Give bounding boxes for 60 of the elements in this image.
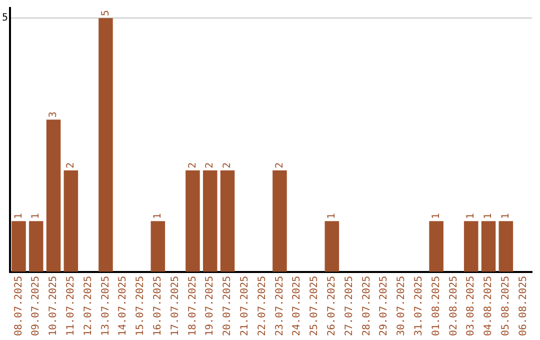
x-tick-label: 19.07.2025 [204, 276, 216, 336]
data-label: 1 [466, 213, 477, 220]
x-tick-label: 15.07.2025 [135, 276, 146, 336]
x-tick-label: 03.08.2025 [466, 276, 477, 336]
bar [28, 221, 44, 272]
x-tick-label: 31.07.2025 [414, 276, 424, 336]
data-label: 1 [326, 213, 338, 220]
bar [98, 18, 113, 272]
bar [481, 221, 496, 272]
data-label: 2 [222, 162, 234, 168]
x-tick-label: 26.07.2025 [326, 276, 338, 336]
x-tick-label: 21.07.2025 [240, 276, 251, 336]
data-label: 2 [66, 162, 77, 168]
bar [498, 221, 514, 272]
bar [464, 221, 478, 272]
data-label: 1 [30, 213, 42, 220]
x-tick-label: 25.07.2025 [309, 276, 320, 336]
bar [12, 221, 26, 272]
x-tick-label: 29.07.2025 [378, 276, 390, 336]
data-label: 1 [13, 213, 24, 220]
data-label: 1 [152, 213, 164, 220]
bar [202, 170, 218, 272]
data-label: 2 [187, 162, 198, 168]
x-tick-label: 10.07.2025 [48, 276, 60, 336]
x-tick-label: 12.07.2025 [82, 276, 94, 336]
x-tick-label: 17.07.2025 [170, 276, 181, 336]
x-tick-label: 08.07.2025 [13, 276, 24, 336]
x-tick-label: 14.07.2025 [118, 276, 129, 336]
x-tick-label: 02.08.2025 [448, 276, 460, 336]
data-label: 2 [274, 162, 286, 168]
x-tick-label: 13.07.2025 [100, 276, 112, 336]
x-tick-label: 11.07.2025 [66, 276, 77, 336]
bar [186, 170, 200, 272]
data-label: 2 [204, 162, 216, 168]
x-tick-label: 20.07.2025 [222, 276, 234, 336]
x-tick-label: 30.07.2025 [396, 276, 408, 336]
x-tick-label: 16.07.2025 [152, 276, 164, 336]
bar [429, 221, 444, 272]
x-tick-label: 09.07.2025 [30, 276, 42, 336]
data-label: 1 [500, 213, 512, 220]
x-tick-label: 23.07.2025 [274, 276, 286, 336]
x-tick-label: 24.07.2025 [292, 276, 303, 336]
data-label: 3 [48, 112, 60, 118]
x-tick-label: 27.07.2025 [344, 276, 355, 336]
x-tick-label: 22.07.2025 [256, 276, 268, 336]
bar [220, 170, 235, 272]
x-tick-label: 05.08.2025 [500, 276, 512, 336]
bar [64, 170, 78, 272]
data-label: 5 [100, 10, 112, 16]
x-tick-label: 18.07.2025 [187, 276, 198, 336]
x-tick-label: 01.08.2025 [430, 276, 442, 336]
bar [150, 221, 166, 272]
x-tick-label: 06.08.2025 [518, 276, 529, 336]
x-tick-label: 28.07.2025 [361, 276, 372, 336]
bar [324, 221, 340, 272]
data-label: 1 [430, 213, 442, 220]
bar [46, 120, 61, 272]
data-label: 1 [483, 213, 494, 220]
x-tick-label: 04.08.2025 [483, 276, 494, 336]
bar [272, 170, 287, 272]
